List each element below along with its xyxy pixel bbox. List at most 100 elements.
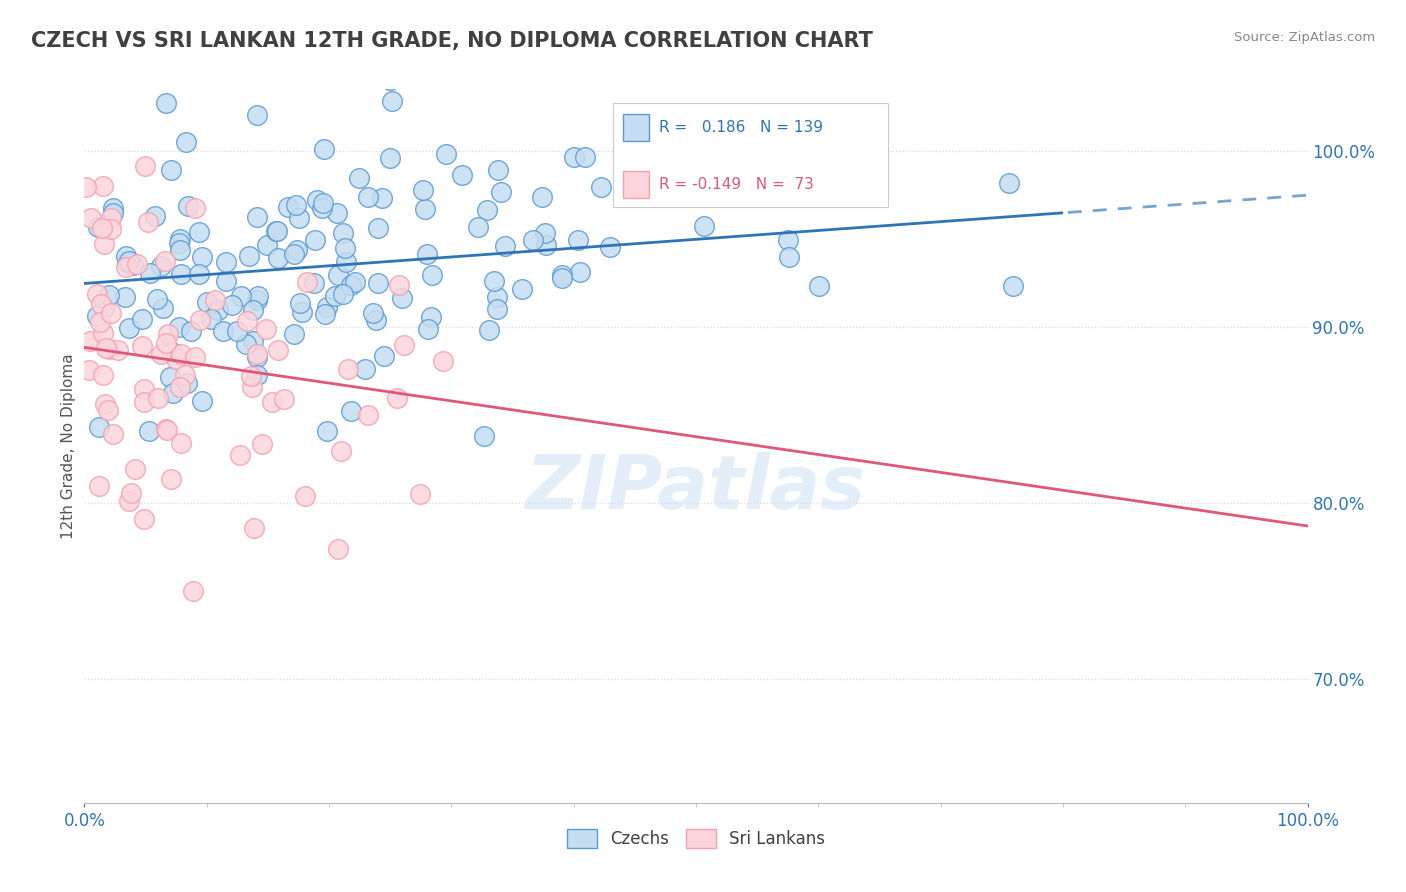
Point [568,265,591,279]
Point [176,199,198,213]
Point [155,336,177,351]
Text: ZIPatlas: ZIPatlas [526,452,866,525]
Point [160,163,183,178]
Point [114,249,136,263]
Point [371,191,394,205]
Point [467,219,489,234]
Point [97,403,120,417]
Point [243,521,266,535]
Point [262,395,284,409]
Point [486,290,509,304]
Point [155,422,177,436]
Bar [613,103,889,207]
Point [132,512,155,526]
Point [522,233,544,247]
Point [122,258,145,272]
Point [288,296,311,310]
Point [693,219,716,234]
Point [326,206,349,220]
Point [190,393,212,408]
Point [287,211,309,225]
Point [174,368,197,382]
Point [451,168,474,182]
Point [246,108,269,122]
Point [89,478,111,492]
Point [551,268,574,282]
Point [79,334,101,348]
Point [80,211,103,225]
Point [138,425,160,439]
Point [191,250,214,264]
Point [187,225,209,239]
Point [114,290,136,304]
Point [212,324,235,338]
Point [533,226,555,240]
Point [86,286,108,301]
Point [392,338,415,352]
Point [235,313,257,327]
Point [101,201,124,215]
Point [215,274,238,288]
Point [77,363,100,377]
Point [357,190,380,204]
Point [567,233,589,247]
Point [332,287,354,301]
Point [118,254,141,268]
Point [998,176,1021,190]
Point [287,243,309,257]
Point [131,311,153,326]
Point [266,224,288,238]
Point [91,326,114,340]
Point [149,347,172,361]
Point [115,260,138,274]
Point [118,493,141,508]
Point [277,201,299,215]
Text: R = -0.149   N =  73: R = -0.149 N = 73 [659,178,814,193]
Point [101,206,124,220]
Point [229,448,252,462]
Point [86,309,108,323]
Point [170,347,193,361]
Point [160,344,183,359]
Point [156,423,179,437]
Point [316,424,339,438]
Point [336,361,359,376]
Point [200,311,222,326]
Point [485,301,508,316]
Point [124,462,146,476]
Point [170,268,193,282]
Point [155,96,177,111]
Point [91,368,114,382]
Point [388,277,411,292]
Point [184,201,207,215]
Point [89,315,111,329]
Point [181,583,204,598]
Point [1001,279,1024,293]
Point [283,327,305,342]
Point [91,221,114,235]
Point [246,347,269,361]
Point [333,241,356,255]
Point [330,444,353,458]
Point [491,185,513,199]
Point [326,268,349,282]
Point [229,289,252,303]
Point [235,336,257,351]
Point [591,180,613,194]
Point [391,291,413,305]
Point [98,343,121,357]
Point [139,266,162,280]
Point [323,289,346,303]
Point [101,427,124,442]
Point [132,382,155,396]
Point [150,260,173,274]
Point [551,271,574,285]
Point [170,436,193,450]
Point [169,235,191,250]
Point [132,395,155,409]
Point [174,135,197,149]
Point [226,324,249,338]
Point [432,353,454,368]
Point [283,247,305,261]
Point [419,310,441,325]
